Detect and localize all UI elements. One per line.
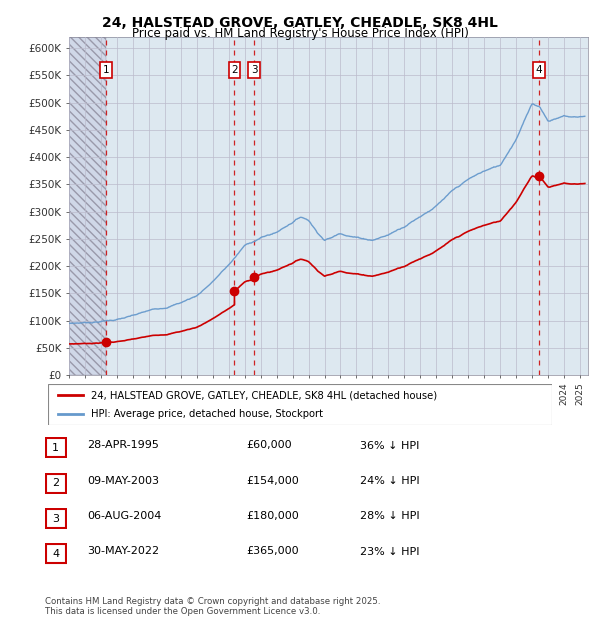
Text: 1: 1 [52,443,59,453]
Text: 2: 2 [52,478,59,489]
Text: 28-APR-1995: 28-APR-1995 [87,440,159,451]
Text: £154,000: £154,000 [246,476,299,486]
Text: 24% ↓ HPI: 24% ↓ HPI [360,476,419,486]
Text: 06-AUG-2004: 06-AUG-2004 [87,511,161,521]
Text: 4: 4 [52,549,59,559]
Text: £365,000: £365,000 [246,546,299,557]
Text: 23% ↓ HPI: 23% ↓ HPI [360,546,419,557]
Text: 30-MAY-2022: 30-MAY-2022 [87,546,159,557]
Text: 1: 1 [103,65,109,75]
Text: 24, HALSTEAD GROVE, GATLEY, CHEADLE, SK8 4HL: 24, HALSTEAD GROVE, GATLEY, CHEADLE, SK8… [102,16,498,30]
Text: 28% ↓ HPI: 28% ↓ HPI [360,511,419,521]
Bar [69,37,106,375]
Text: 3: 3 [52,513,59,524]
Text: Contains HM Land Registry data © Crown copyright and database right 2025.
This d: Contains HM Land Registry data © Crown c… [45,597,380,616]
Text: 2: 2 [231,65,238,75]
Text: £180,000: £180,000 [246,511,299,521]
Text: 4: 4 [535,65,542,75]
Text: 36% ↓ HPI: 36% ↓ HPI [360,440,419,451]
Text: 09-MAY-2003: 09-MAY-2003 [87,476,159,486]
Text: 3: 3 [251,65,257,75]
Text: 24, HALSTEAD GROVE, GATLEY, CHEADLE, SK8 4HL (detached house): 24, HALSTEAD GROVE, GATLEY, CHEADLE, SK8… [91,390,437,401]
Text: HPI: Average price, detached house, Stockport: HPI: Average price, detached house, Stoc… [91,409,323,419]
Text: £60,000: £60,000 [246,440,292,451]
Text: Price paid vs. HM Land Registry's House Price Index (HPI): Price paid vs. HM Land Registry's House … [131,27,469,40]
